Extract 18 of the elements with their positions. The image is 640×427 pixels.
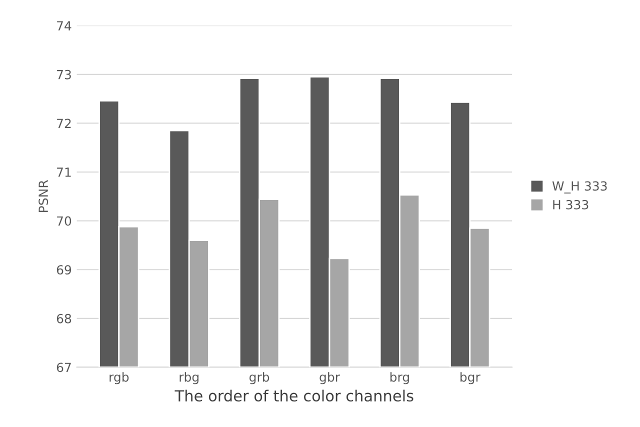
y-tick-label: 70	[57, 216, 72, 226]
x-tick-label: bgr	[460, 372, 480, 384]
y-tick-label: 68	[56, 314, 72, 324]
x-axis-title: The order of the color channels	[174, 390, 414, 402]
x-tick-label: rgb	[110, 372, 129, 384]
y-tick-label: 71	[57, 168, 71, 177]
legend-label: W_H 333	[552, 181, 607, 194]
x-tick-label: brg	[390, 372, 409, 384]
x-tick-label: gbr	[320, 372, 340, 384]
y-axis-title: PSNR	[38, 180, 48, 212]
y-tick-label: 74	[57, 21, 72, 30]
y-tick-label: 67	[56, 362, 71, 372]
legend-label: H 333	[553, 200, 588, 210]
x-tick-label: rbg	[180, 372, 198, 384]
y-tick-label: 73	[57, 70, 71, 80]
y-tick-label: 69	[56, 265, 72, 275]
y-tick-label: 72	[57, 118, 71, 128]
x-tick-label: grb	[249, 372, 270, 384]
